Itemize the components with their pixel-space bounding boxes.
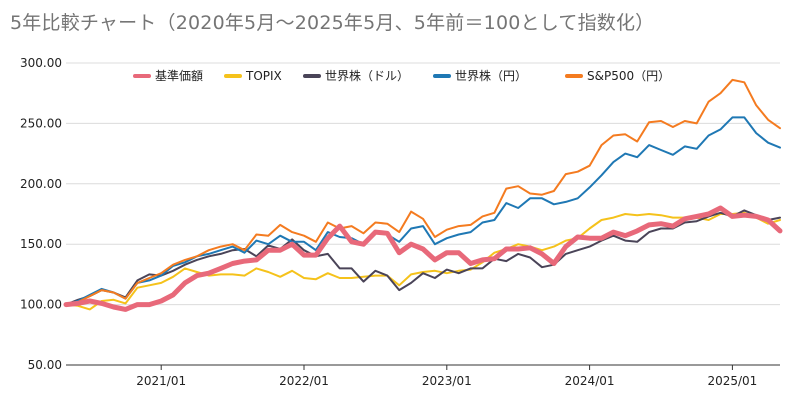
legend-label: TOPIX xyxy=(245,69,282,83)
y-tick-label: 250.00 xyxy=(20,116,62,130)
x-tick-label: 2022/01 xyxy=(279,374,329,388)
legend-label: S&P500（円） xyxy=(587,69,670,83)
series-line-0 xyxy=(63,205,783,312)
legend-item: S&P500（円） xyxy=(565,69,670,83)
legend-item: 世界株（ドル） xyxy=(303,68,409,83)
series-line-3 xyxy=(65,116,781,306)
x-tick-label: 2025/01 xyxy=(707,374,757,388)
legend: 基準価額 TOPIX 世界株（ドル） 世界株（円） S&P500（円） xyxy=(133,68,670,83)
x-axis-tick-labels: 2021/01 2022/01 2023/01 2024/01 2025/01 xyxy=(136,365,757,388)
y-tick-label: 300.00 xyxy=(20,56,62,70)
x-tick-label: 2023/01 xyxy=(422,374,472,388)
series-line-2 xyxy=(65,209,781,306)
series-line-4 xyxy=(65,78,781,306)
x-tick-label: 2024/01 xyxy=(565,374,615,388)
legend-label: 基準価額 xyxy=(155,68,203,83)
chart-title: 5年比較チャート（2020年5月〜2025年5月、5年前＝100として指数化） xyxy=(10,12,655,34)
y-tick-label: 150.00 xyxy=(20,237,62,251)
y-tick-label: 100.00 xyxy=(20,298,62,312)
grid-lines xyxy=(66,62,780,366)
legend-label: 世界株（円） xyxy=(455,68,527,83)
legend-label: 世界株（ドル） xyxy=(325,68,409,83)
legend-item: 世界株（円） xyxy=(433,68,527,83)
x-tick-label: 2021/01 xyxy=(136,374,186,388)
y-tick-label: 50.00 xyxy=(28,358,62,372)
y-axis-tick-labels: 50.00 100.00 150.00 200.00 250.00 300.00 xyxy=(20,56,62,372)
series-line-1 xyxy=(65,211,781,311)
y-tick-label: 200.00 xyxy=(20,177,62,191)
legend-item: TOPIX xyxy=(224,69,282,83)
series-lines xyxy=(63,78,783,312)
legend-item: 基準価額 xyxy=(133,68,203,83)
